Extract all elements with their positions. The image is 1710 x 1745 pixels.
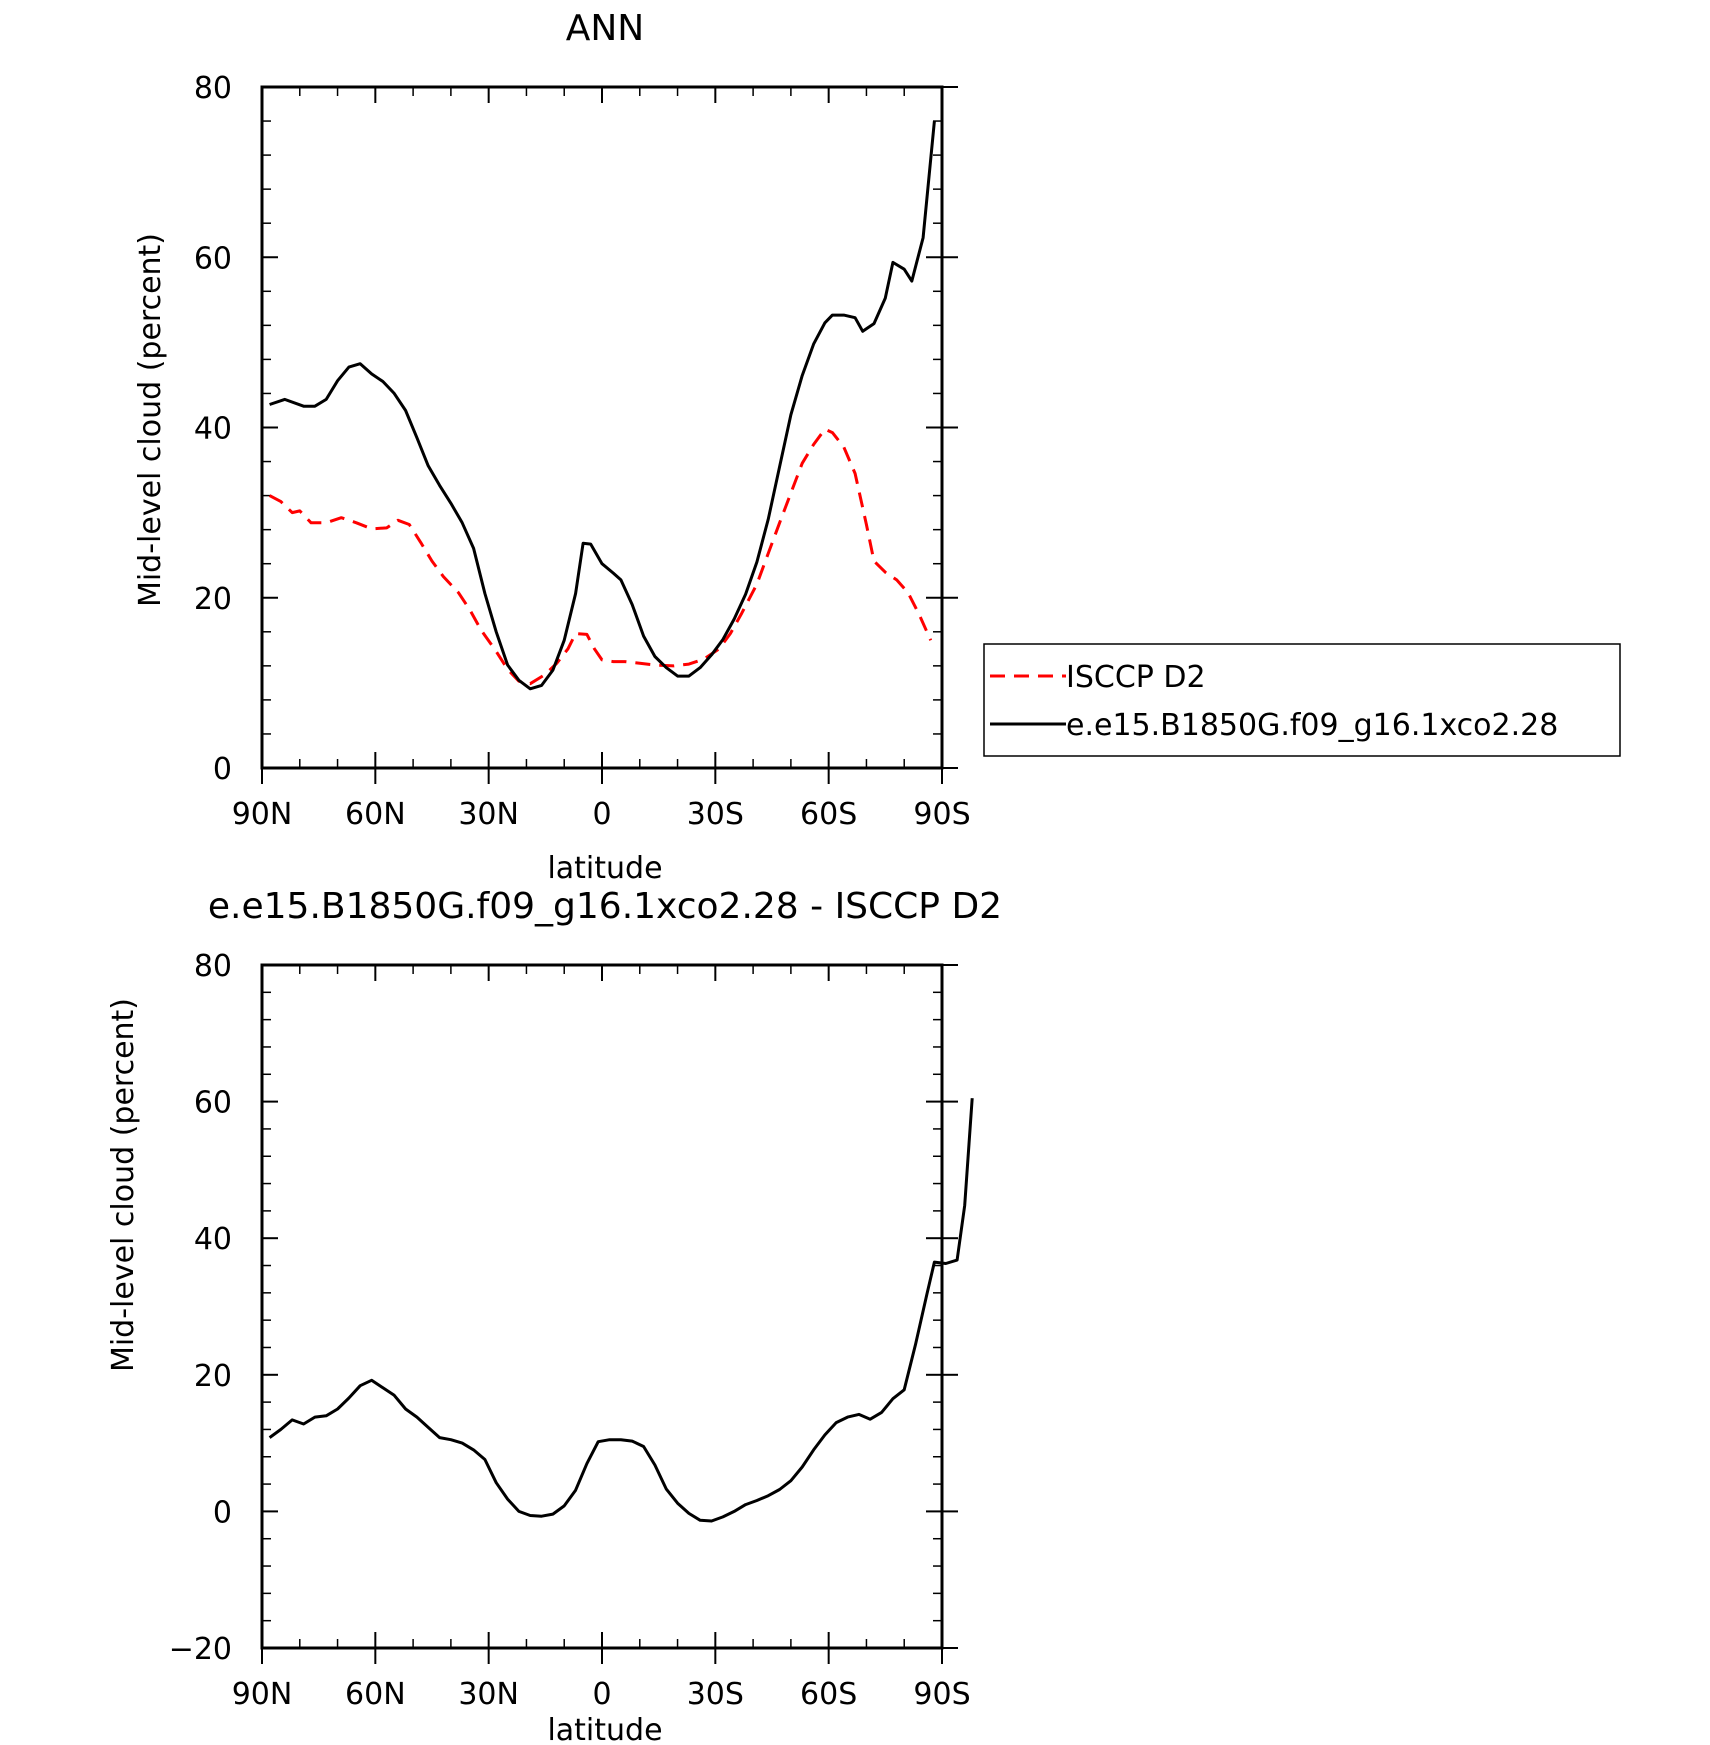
bottom-y-tick-label: −20 bbox=[169, 1632, 232, 1667]
bottom-y-axis-label: Mid-level cloud (percent) bbox=[106, 998, 141, 1372]
legend: ISCCP D2 e.e15.B1850G.f09_g16.1xco2.28 bbox=[983, 643, 1621, 757]
bottom-x-tick-label: 60S bbox=[800, 1677, 857, 1712]
bottom-x-tick-label: 0 bbox=[592, 1677, 611, 1712]
top-x-tick-label: 90N bbox=[232, 797, 293, 832]
bottom-x-tick-label: 90S bbox=[913, 1677, 970, 1712]
top-plot-frame bbox=[260, 85, 944, 770]
bottom-y-tick-label: 0 bbox=[213, 1495, 232, 1530]
bottom-series-lines bbox=[268, 1098, 974, 1523]
legend-label-isccp: ISCCP D2 bbox=[1066, 660, 1206, 695]
bottom-y-tick-label: 20 bbox=[194, 1359, 232, 1394]
top-x-tick-label: 60S bbox=[800, 797, 857, 832]
top-y-tick-label: 60 bbox=[194, 241, 232, 276]
top-x-tick-label: 90S bbox=[913, 797, 970, 832]
bottom-y-tick-label: 40 bbox=[194, 1222, 232, 1257]
top-x-tick-label: 60N bbox=[345, 797, 406, 832]
bottom-x-tick-label: 30N bbox=[458, 1677, 519, 1712]
top-series-lines bbox=[268, 120, 936, 691]
bottom-x-tick-label: 90N bbox=[232, 1677, 293, 1712]
top-y-tick-label: 20 bbox=[194, 582, 232, 617]
bottom-chart-title: e.e15.B1850G.f09_g16.1xco2.28 - ISCCP D2 bbox=[208, 886, 1002, 927]
top-y-tick-label: 40 bbox=[194, 412, 232, 447]
top-axis-ticks: 90N 60N 30N 0 30S 60S 90S 0 20 40 60 80 bbox=[194, 71, 971, 832]
top-x-tick-label: 30N bbox=[458, 797, 519, 832]
top-y-axis-label: Mid-level cloud (percent) bbox=[133, 233, 168, 607]
bottom-axis-ticks: 90N 60N 30N 0 30S 60S 90S −20 0 20 40 60 80 bbox=[169, 949, 971, 1712]
bottom-y-tick-label: 60 bbox=[194, 1086, 232, 1121]
bottom-x-tick-label: 60N bbox=[345, 1677, 406, 1712]
bottom-panel: e.e15.B1850G.f09_g16.1xco2.28 - ISCCP D2… bbox=[106, 886, 1002, 1745]
legend-box bbox=[983, 643, 1621, 757]
top-chart-title: ANN bbox=[566, 8, 645, 49]
top-x-tick-label: 30S bbox=[687, 797, 744, 832]
top-y-tick-label: 0 bbox=[213, 752, 232, 787]
top-panel: ANN Mid-level cloud (percent) latitude 9… bbox=[133, 8, 971, 886]
top-series-line-model bbox=[269, 120, 936, 691]
bottom-x-axis-label: latitude bbox=[547, 1713, 662, 1745]
top-y-tick-label: 80 bbox=[194, 71, 232, 106]
legend-label-model: e.e15.B1850G.f09_g16.1xco2.28 bbox=[1066, 708, 1558, 743]
top-x-axis-label: latitude bbox=[547, 851, 662, 886]
bottom-y-tick-label: 80 bbox=[194, 949, 232, 984]
bottom-series-line-model bbox=[268, 1098, 974, 1523]
top-series-line-isccp bbox=[268, 427, 933, 686]
bottom-x-tick-label: 30S bbox=[687, 1677, 744, 1712]
top-x-tick-label: 0 bbox=[592, 797, 611, 832]
bottom-plot-frame bbox=[260, 963, 944, 1650]
